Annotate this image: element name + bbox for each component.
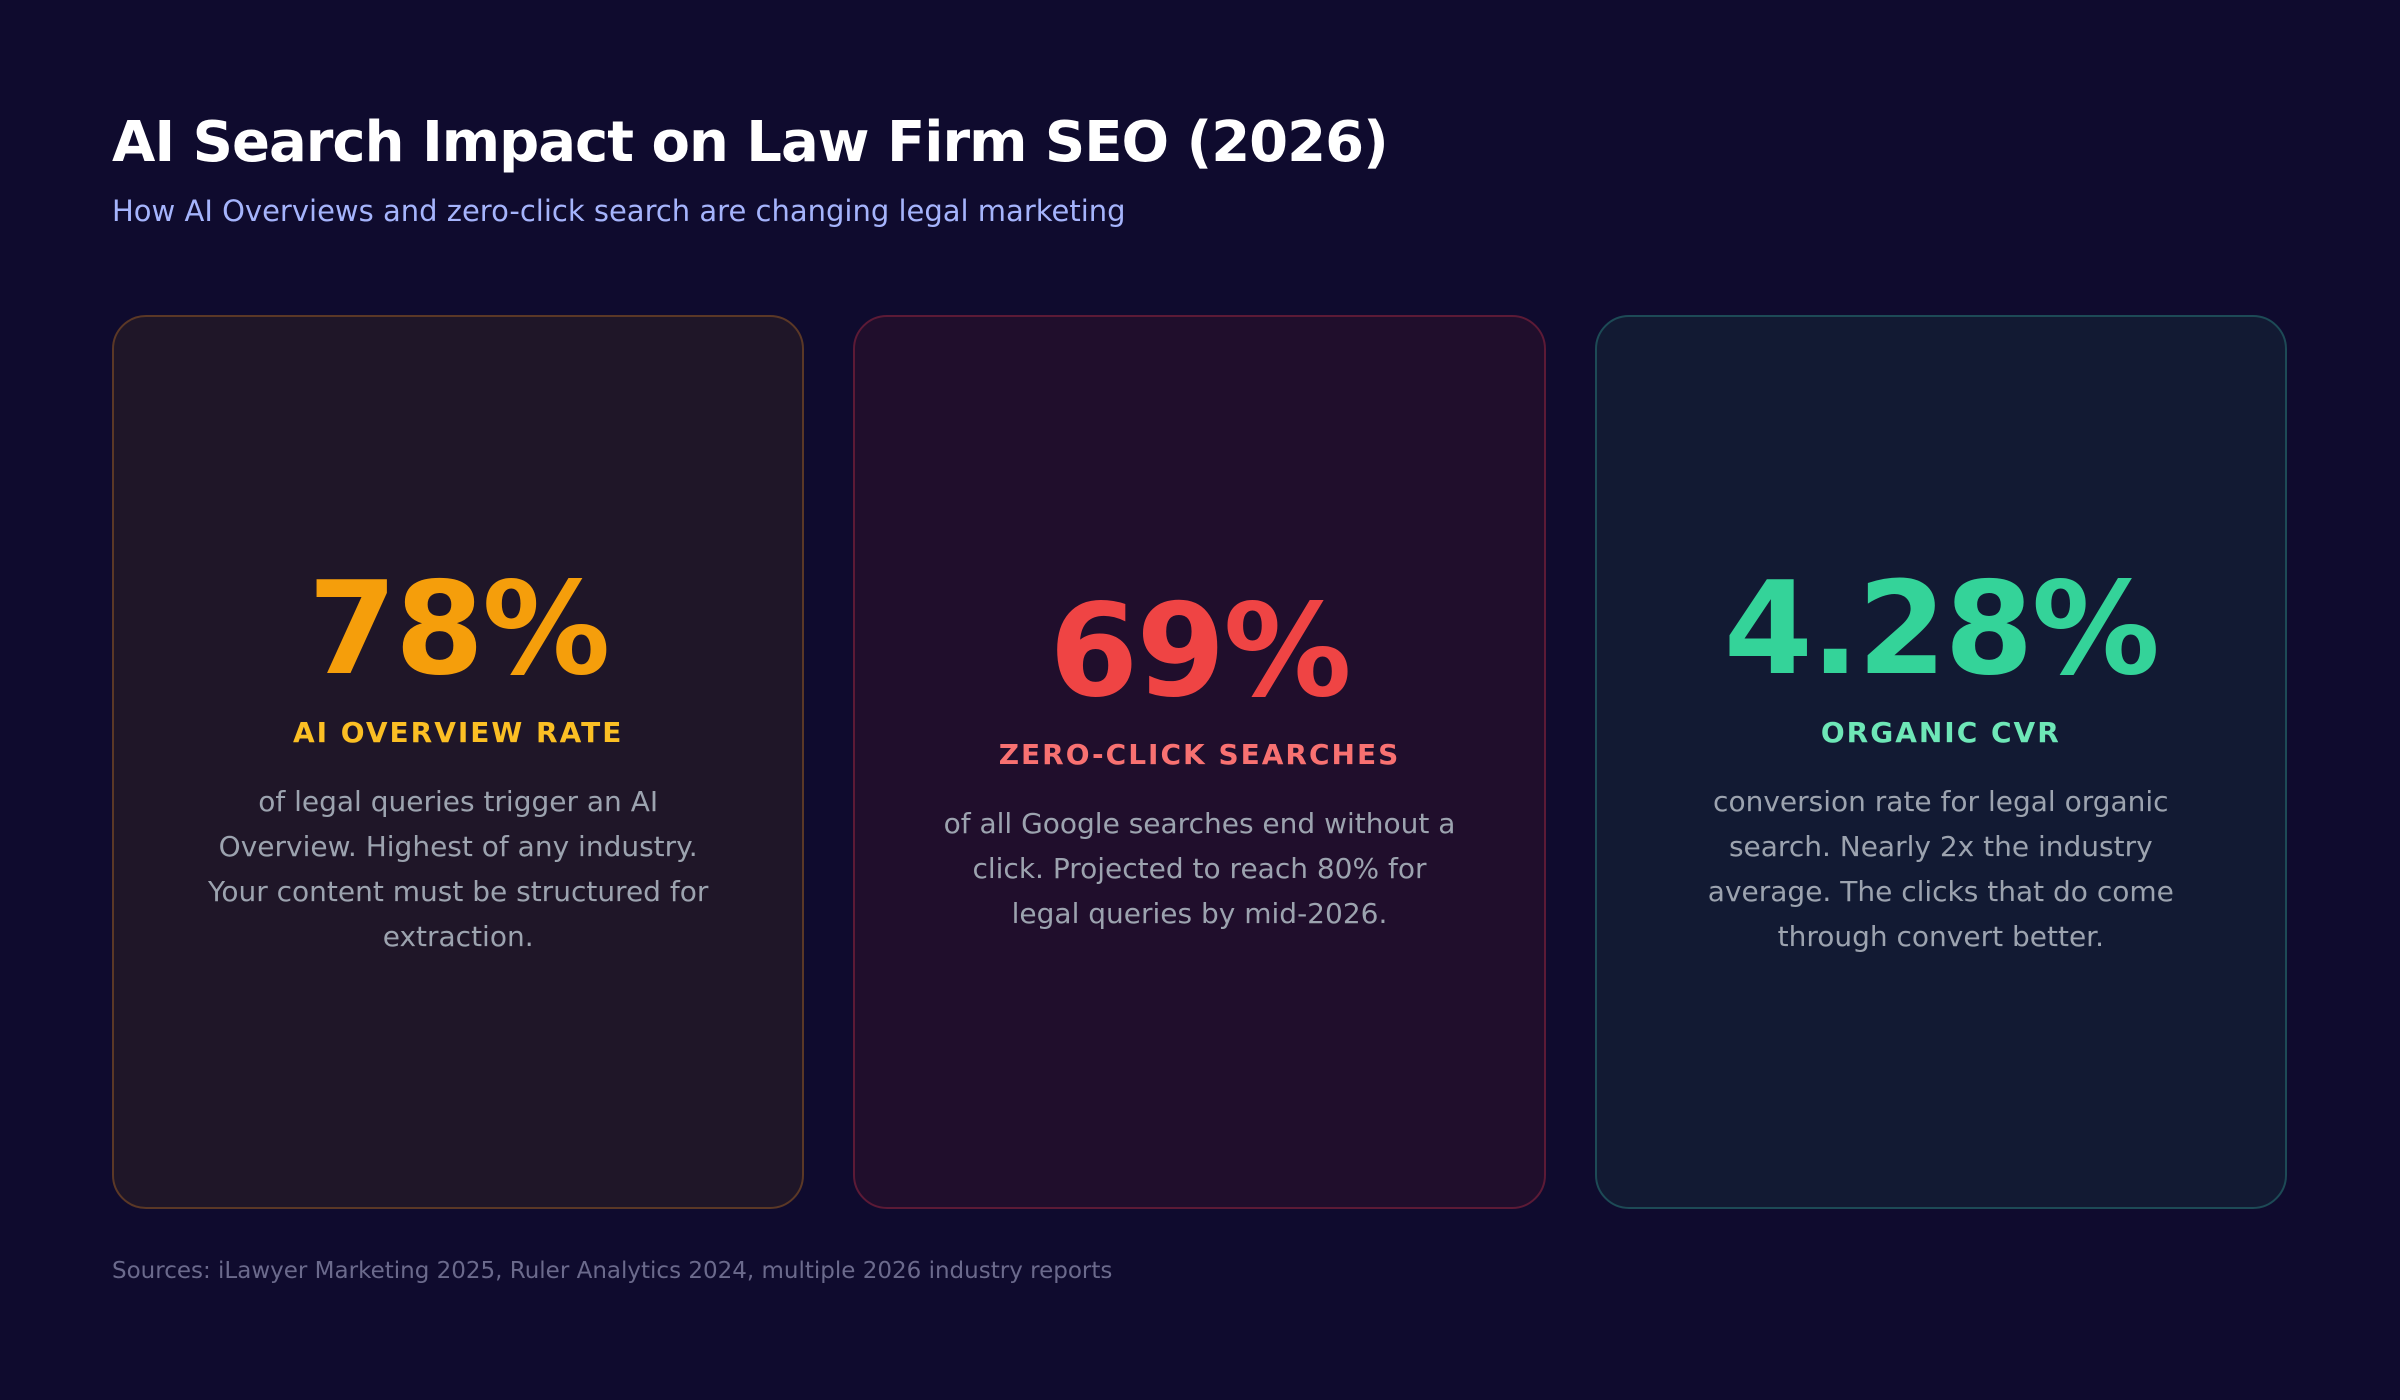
stat-card: 78% AI OVERVIEW RATE of legal queries tr… xyxy=(112,315,805,1209)
title: AI Search Impact on Law Firm SEO (2026) xyxy=(112,110,1389,175)
source-note: Sources: iLawyer Marketing 2025, Ruler A… xyxy=(112,1258,1113,1284)
stat-card: 4.28% ORGANIC CVR conversion rate for le… xyxy=(1594,315,2287,1209)
stat-value: 4.28% xyxy=(1723,554,2160,704)
stat-label: AI OVERVIEW RATE xyxy=(292,715,624,749)
stat-description: of all Google searches end without a cli… xyxy=(943,807,1456,930)
stat-label: ORGANIC CVR xyxy=(1820,715,2061,749)
subtitle: How AI Overviews and zero-click search a… xyxy=(112,194,1126,228)
stat-label: ZERO-CLICK SEARCHES xyxy=(998,738,1401,771)
stat-description: of legal queries trigger an AI Overview.… xyxy=(207,784,709,953)
stat-value: 69% xyxy=(1049,577,1351,726)
stat-value: 78% xyxy=(307,554,610,704)
stat-card: 69% ZERO-CLICK SEARCHES of all Google se… xyxy=(853,315,1546,1209)
stat-description: conversion rate for legal organic search… xyxy=(1707,784,2174,953)
card-row: 78% AI OVERVIEW RATE of legal queries tr… xyxy=(112,315,2287,1209)
